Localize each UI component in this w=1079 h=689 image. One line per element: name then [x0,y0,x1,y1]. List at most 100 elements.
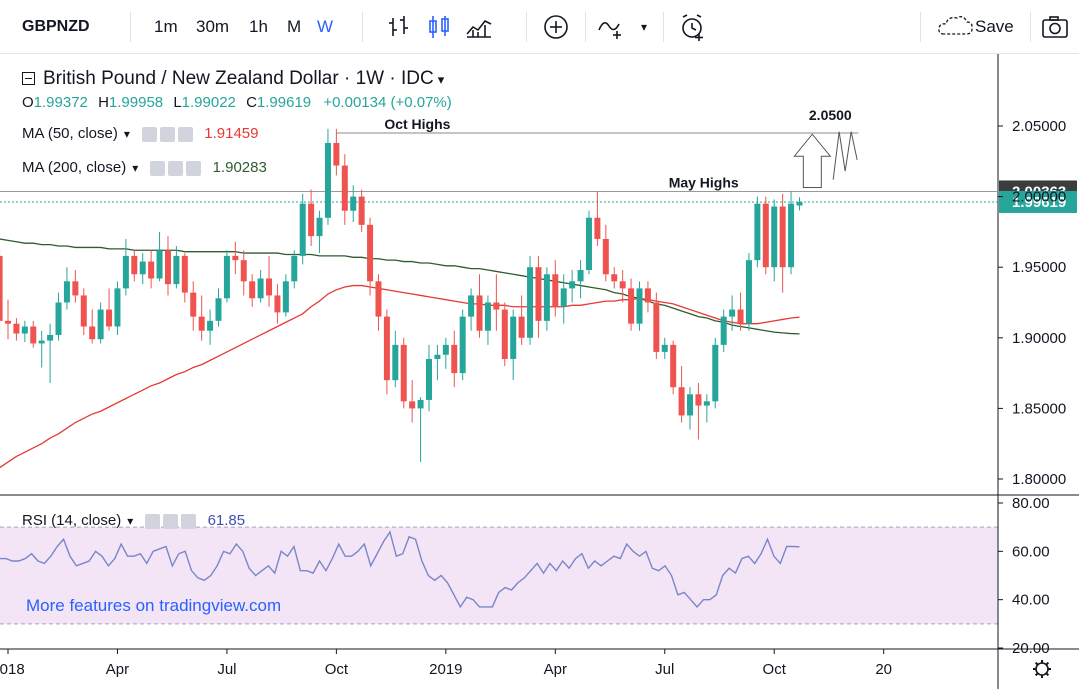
candle-body [89,326,96,340]
visibility-eye-icon[interactable] [145,514,161,530]
visibility-eye-icon[interactable] [142,127,158,143]
candle [459,309,466,381]
tradingview-watermark[interactable]: More features on tradingview.com [26,596,282,615]
remove-close-icon[interactable] [181,514,197,530]
candle [510,309,517,381]
candle-body [518,316,525,338]
candle-body [198,316,205,331]
ohlc-close-key: C [246,94,257,111]
time-tick-label: Apr [544,661,567,678]
time-tick-label: Jul [655,661,674,678]
candle [434,344,441,381]
candle [156,231,163,282]
remove-close-icon[interactable] [186,161,202,177]
ma200-label[interactable]: MA (200, close) [22,159,127,176]
ma200-legend: MA (200, close) ▾ 1.90283 [22,159,267,177]
chart-settings-gear-icon[interactable] [1033,660,1051,678]
rsi-value: 61.85 [207,512,246,529]
candle-body [114,288,121,327]
candle [240,250,247,296]
candle-body [745,260,752,324]
candle [249,274,256,307]
candle-body [266,278,273,296]
bar-style-icon[interactable] [384,12,414,42]
candle-body [426,358,432,400]
candle-body [712,344,719,402]
candle [223,250,230,303]
candle-body [240,260,247,282]
collapse-legend-icon[interactable] [22,72,35,86]
alert-icon[interactable] [677,12,707,42]
candle-body [375,281,382,317]
candle [703,394,710,423]
candle [164,236,171,296]
candle [308,189,315,247]
time-tick-label: Oct [763,661,787,678]
candle-body [30,326,37,344]
toolbar-divider [1030,12,1031,42]
settings-gear-icon[interactable] [160,127,176,143]
indicators-icon[interactable] [597,12,627,42]
interval-1h-button[interactable]: 1h [249,17,268,36]
candle-body [560,288,567,307]
candle [552,260,559,317]
interval-week-button[interactable]: W [317,17,334,36]
candle [350,185,357,223]
candle [493,274,500,331]
candle-style-icon[interactable] [424,12,454,42]
settings-gear-icon[interactable] [168,161,184,177]
candle-body [409,401,416,409]
candle-body [173,255,180,285]
ma50-chevron-icon[interactable]: ▾ [123,127,130,141]
rsi-chevron-icon[interactable]: ▾ [127,514,134,528]
candle-body [350,196,357,211]
candle-body [156,250,163,279]
title-chevron-icon[interactable]: ▾ [437,72,445,87]
candle-body [762,203,769,268]
candle-body [451,344,458,374]
candle-body [552,274,559,307]
interval-1m-button[interactable]: 1m [154,17,178,36]
candle [358,189,365,232]
annotation-label: May Highs [669,175,739,191]
rsi-layer [0,530,800,609]
candle-body [207,320,214,331]
rsi-tick-label: 80.00 [1012,495,1050,512]
visibility-eye-icon[interactable] [150,161,166,177]
symbol-search-button[interactable]: GBPNZD [22,18,90,35]
grid-layer [0,54,1079,689]
ma200-chevron-icon[interactable]: ▾ [132,161,139,175]
candle [198,295,205,341]
candle [712,337,719,409]
interval-month-button[interactable]: M [287,17,302,36]
camera-icon[interactable] [1040,12,1070,42]
time-tick-label: 20 [875,661,892,678]
candle-body [5,320,11,324]
candle-body [392,344,399,381]
save-button[interactable]: Save [975,17,1014,36]
candle-body [577,270,584,282]
candle [476,274,483,338]
cloud-save-icon[interactable] [936,10,1028,44]
ma50-label[interactable]: MA (50, close) [22,125,118,142]
area-style-icon[interactable] [464,12,494,42]
candle-body [510,316,517,359]
candle-body [164,250,171,285]
candle [636,281,643,331]
indicators-chevron-icon[interactable]: ▾ [641,20,648,34]
rsi-label[interactable]: RSI (14, close) [22,512,122,529]
candle-body [535,267,542,321]
candle-body [72,281,79,296]
remove-close-icon[interactable] [178,127,194,143]
ma200-value: 1.90283 [212,159,267,176]
candle-body [190,292,197,317]
candle [619,270,626,303]
compare-add-icon[interactable] [541,12,571,42]
candle-body [21,326,28,334]
settings-gear-icon[interactable] [163,514,179,530]
candle [114,281,121,335]
rsi-buttons [145,513,199,530]
candle-body [779,206,786,268]
interval-30m-button[interactable]: 30m [196,17,230,36]
